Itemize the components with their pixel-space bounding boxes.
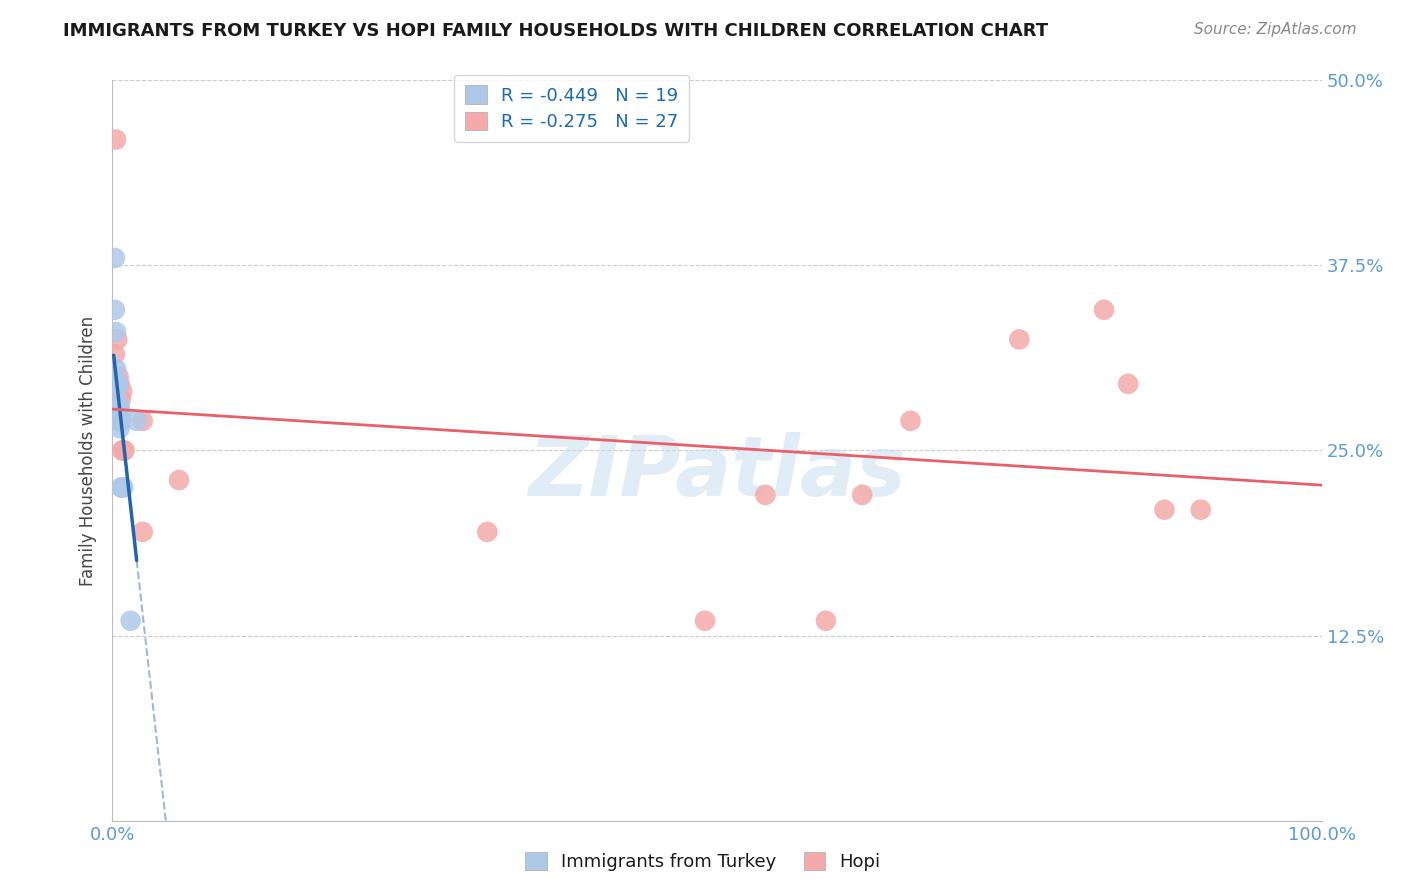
Point [104,251,127,265]
Point [693,614,716,628]
Point [814,614,837,628]
Text: ZIPatlas: ZIPatlas [529,432,905,513]
Point [114,443,136,458]
Point [1092,302,1115,317]
Point [108,376,131,391]
Point [108,399,131,413]
Point [112,480,135,494]
Point [1116,376,1139,391]
Point [477,524,499,539]
Text: IMMIGRANTS FROM TURKEY VS HOPI FAMILY HOUSEHOLDS WITH CHILDREN CORRELATION CHART: IMMIGRANTS FROM TURKEY VS HOPI FAMILY HO… [63,22,1049,40]
Point [754,488,776,502]
Point [110,480,132,494]
Point [167,473,190,487]
Point [105,325,128,339]
Point [105,332,128,346]
Point [104,302,127,317]
Point [112,443,135,458]
Point [111,384,134,399]
Point [105,132,128,146]
Point [103,407,125,421]
Point [851,488,873,502]
Point [1008,332,1031,346]
Legend: Immigrants from Turkey, Hopi: Immigrants from Turkey, Hopi [517,845,889,879]
Point [103,376,125,391]
Y-axis label: Family Households with Children: Family Households with Children [79,316,97,585]
Point [107,369,129,384]
Point [110,414,132,428]
Point [111,480,134,494]
Point [132,414,155,428]
Point [125,414,148,428]
Point [107,407,129,421]
Point [105,362,128,376]
Point [105,376,128,391]
Point [110,392,132,406]
Point [110,414,132,428]
Point [1153,502,1175,516]
Text: Source: ZipAtlas.com: Source: ZipAtlas.com [1194,22,1357,37]
Point [111,443,134,458]
Point [104,347,127,361]
Point [900,414,922,428]
Point [105,376,128,391]
Point [1189,502,1212,516]
Point [108,421,131,435]
Point [105,384,128,399]
Point [107,376,129,391]
Point [120,614,142,628]
Legend: R = -0.449   N = 19, R = -0.275   N = 27: R = -0.449 N = 19, R = -0.275 N = 27 [454,75,689,142]
Point [107,414,129,428]
Point [110,407,132,421]
Point [132,524,155,539]
